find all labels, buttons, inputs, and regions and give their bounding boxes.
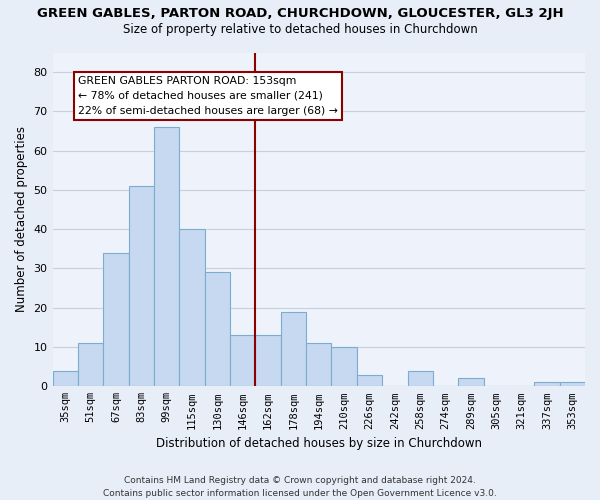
Bar: [179, 229, 205, 386]
Bar: [357, 374, 382, 386]
Bar: [407, 370, 433, 386]
Y-axis label: Number of detached properties: Number of detached properties: [15, 126, 28, 312]
Bar: [256, 336, 281, 386]
Bar: [458, 378, 484, 386]
Bar: [103, 253, 128, 386]
Bar: [128, 186, 154, 386]
Bar: [306, 343, 331, 386]
Bar: [230, 336, 256, 386]
X-axis label: Distribution of detached houses by size in Churchdown: Distribution of detached houses by size …: [156, 437, 482, 450]
Bar: [534, 382, 560, 386]
Text: Size of property relative to detached houses in Churchdown: Size of property relative to detached ho…: [122, 22, 478, 36]
Text: Contains HM Land Registry data © Crown copyright and database right 2024.
Contai: Contains HM Land Registry data © Crown c…: [103, 476, 497, 498]
Bar: [205, 272, 230, 386]
Bar: [53, 370, 78, 386]
Text: GREEN GABLES, PARTON ROAD, CHURCHDOWN, GLOUCESTER, GL3 2JH: GREEN GABLES, PARTON ROAD, CHURCHDOWN, G…: [37, 8, 563, 20]
Bar: [281, 312, 306, 386]
Bar: [154, 127, 179, 386]
Bar: [331, 347, 357, 387]
Text: GREEN GABLES PARTON ROAD: 153sqm
← 78% of detached houses are smaller (241)
22% : GREEN GABLES PARTON ROAD: 153sqm ← 78% o…: [78, 76, 338, 116]
Bar: [78, 343, 103, 386]
Bar: [560, 382, 585, 386]
